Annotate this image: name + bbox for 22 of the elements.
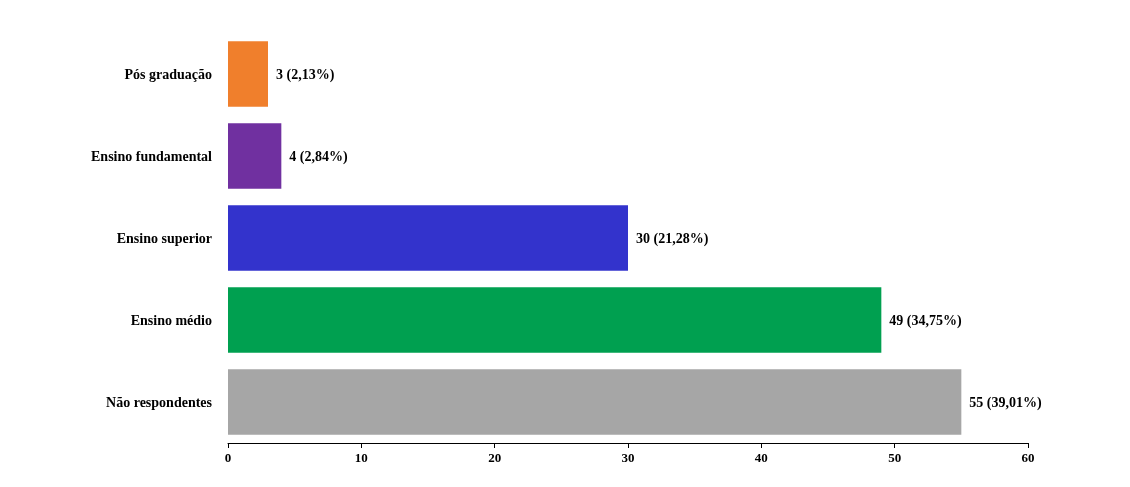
- bar: [228, 369, 962, 435]
- x-tick-label: 50: [888, 450, 902, 465]
- data-label: 49 (34,75%): [889, 312, 962, 329]
- data-label: 4 (2,84%): [289, 148, 348, 165]
- data-label: 55 (39,01%): [969, 394, 1042, 411]
- y-tick-label: Pós graduação: [124, 66, 212, 82]
- x-tick-label: 30: [621, 450, 635, 465]
- bar: [228, 287, 882, 353]
- x-tick-label: 40: [754, 450, 768, 465]
- y-tick-label: Ensino fundamental: [91, 148, 213, 164]
- bar: [228, 123, 282, 189]
- data-label: 3 (2,13%): [276, 66, 335, 83]
- bar: [228, 41, 268, 107]
- data-label: 30 (21,28%): [636, 230, 709, 247]
- x-tick-label: 20: [488, 450, 502, 465]
- x-tick-label: 0: [224, 450, 232, 465]
- y-tick-label: Ensino médio: [130, 312, 212, 328]
- x-tick-label: 10: [354, 450, 368, 465]
- x-tick-label: 60: [1021, 450, 1035, 465]
- y-tick-label: Não respondentes: [106, 394, 213, 410]
- bar: [228, 205, 628, 271]
- y-tick-label: Ensino superior: [116, 230, 212, 246]
